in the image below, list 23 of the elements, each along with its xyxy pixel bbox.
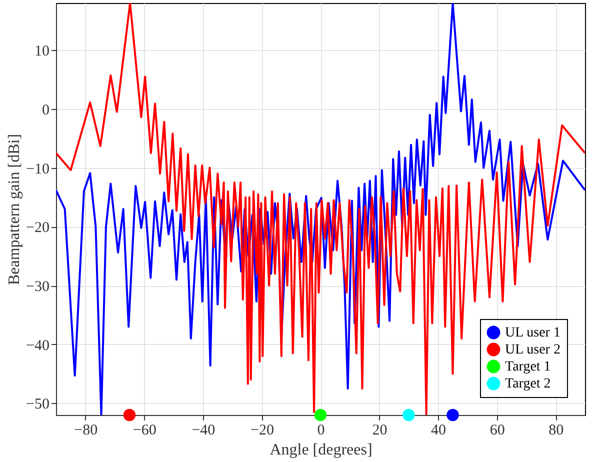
y-tick-label: −50 — [26, 396, 50, 413]
x-tick-label: −80 — [74, 422, 98, 438]
y-tick-label: 0 — [42, 102, 50, 118]
y-tick-label: −40 — [26, 338, 50, 354]
x-tick-label: 40 — [431, 422, 446, 438]
x-tick-label: 0 — [317, 422, 325, 438]
legend-label: Target 1 — [505, 360, 551, 374]
x-tick-label: 60 — [490, 422, 505, 438]
line-series — [56, 3, 585, 415]
y-tick-label: 10 — [34, 44, 50, 60]
x-axis-title: Angle [degrees] — [270, 442, 372, 458]
y-tick-label: −10 — [26, 161, 50, 178]
x-tick-label: −60 — [132, 422, 156, 438]
y-tick-label: −30 — [26, 279, 50, 296]
y-axis-title: Beampattern gain [dBi] — [6, 134, 24, 286]
x-tick-label: −40 — [192, 422, 216, 438]
legend-label: Target 2 — [505, 376, 551, 392]
legend-label: UL user 2 — [505, 342, 560, 358]
x-tick-label: 20 — [372, 422, 388, 438]
x-tick-label: −20 — [250, 422, 274, 438]
x-tick-label: 80 — [548, 422, 564, 438]
y-tick-label: −20 — [26, 220, 50, 236]
legend-label: UL user 1 — [505, 326, 560, 340]
